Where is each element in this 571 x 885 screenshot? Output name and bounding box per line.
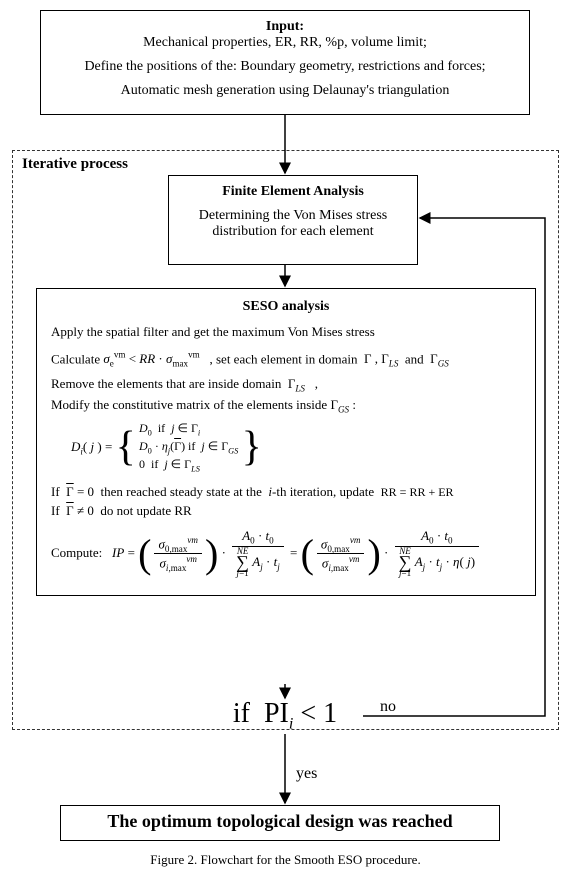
input-line1: Mechanical properties, ER, RR, %p, volum… [53,35,517,51]
if-bar-zero: If Γ = 0 then reached steady state at th… [51,485,521,500]
d-lhs: Di( j ) = [71,439,112,454]
yes-label: yes [296,765,317,783]
input-title: Input: [53,19,517,35]
figure-caption: Figure 2. Flowchart for the Smooth ESO p… [0,852,571,868]
domain-and: and [405,351,424,366]
remove-suffix: , [315,376,318,391]
gamma-bar-nonzero: Γ ≠ 0 [66,503,94,518]
input-line2: Define the positions of the: Boundary ge… [53,59,517,75]
domain-gs: ΓGS [430,351,449,366]
calc-suffix: , set each element in domain [209,351,357,366]
rr-update: RR = RR + ER [381,485,454,499]
ith-suffix: -th iteration, update [272,484,374,499]
remove-gamma: ΓLS [288,376,305,391]
if-zero-text: then reached steady state at the [101,484,262,499]
no-label: no [380,698,396,716]
d-equation: Di( j ) = { D0 if j ∈ Γi D0 · ηj(Γ) if j… [71,421,521,475]
if-bar-nonzero: If Γ ≠ 0 do not update RR [51,504,521,519]
fea-line2: distribution for each element [181,224,405,240]
if-nz-text: do not update RR [100,503,191,518]
gamma-bar-zero: Γ = 0 [66,484,94,499]
fea-line1: Determining the Von Mises stress [181,208,405,224]
sigma-ineq: σevm < RR · σmaxvm [103,351,203,366]
if-zero-prefix: If [51,484,60,499]
input-node: Input: Mechanical properties, ER, RR, %p… [40,10,530,115]
left-brace-icon: { [116,431,136,465]
result-text: The optimum topological design was reach… [107,811,452,831]
seso-remove-line: Remove the elements that are inside doma… [51,377,521,394]
remove-prefix: Remove the elements that are inside doma… [51,376,281,391]
result-node: The optimum topological design was reach… [60,805,500,841]
fea-title: Finite Element Analysis [181,184,405,200]
input-line3: Automatic mesh generation using Delaunay… [53,83,517,99]
decision-condition: if PIi < 1 [200,698,370,734]
d-cases: D0 if j ∈ Γi D0 · ηj(Γ) if j ∈ ΓGS 0 if … [139,421,238,475]
right-brace-icon: } [242,431,262,465]
modify-gamma: ΓGS [330,397,349,412]
compute-line: Compute: IP = ( σ0,maxvm σi,maxvm ) · A0… [51,529,521,579]
domain-gamma: Γ , ΓLS [364,351,398,366]
modify-text: Modify the constitutive matrix of the el… [51,397,327,412]
iterative-process-label: Iterative process [22,156,128,173]
seso-title: SESO analysis [51,299,521,315]
modify-colon: : [352,397,356,412]
seso-calc-line: Calculate σevm < RR · σmaxvm , set each … [51,350,521,369]
compute-label: Compute: [51,545,102,560]
seso-modify-line: Modify the constitutive matrix of the el… [51,398,521,415]
calc-prefix: Calculate [51,351,100,366]
if-nz-prefix: If [51,503,60,518]
ip-equation: IP = ( σ0,maxvm σi,maxvm ) · A0 · t0 NE∑… [109,545,482,560]
fea-node: Finite Element Analysis Determining the … [168,175,418,265]
seso-apply-line: Apply the spatial filter and get the max… [51,325,521,340]
seso-node: SESO analysis Apply the spatial filter a… [36,288,536,596]
